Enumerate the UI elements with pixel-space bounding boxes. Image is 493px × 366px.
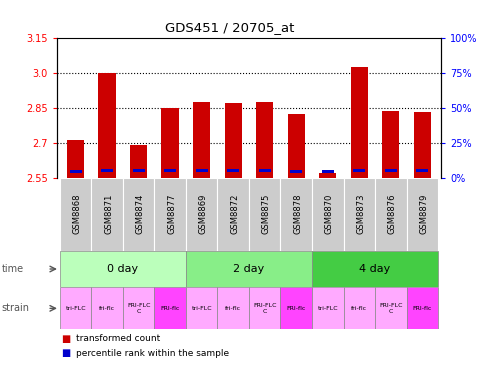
Text: FRI-FLC
C: FRI-FLC C	[379, 303, 403, 314]
Bar	[385, 169, 397, 172]
Text: strain: strain	[1, 303, 30, 313]
Bar	[256, 102, 274, 178]
Bar	[154, 287, 186, 329]
Text: 0 day: 0 day	[107, 264, 139, 274]
Bar	[123, 178, 154, 251]
Text: GSM8876: GSM8876	[388, 194, 397, 234]
Bar	[91, 178, 123, 251]
Bar	[67, 141, 84, 178]
Bar	[407, 178, 438, 251]
Bar	[193, 102, 211, 178]
Text: time: time	[1, 264, 24, 274]
Bar	[407, 287, 438, 329]
Bar	[375, 178, 407, 251]
Bar	[99, 73, 116, 178]
Text: tri-FLC: tri-FLC	[191, 306, 212, 311]
Text: GSM8872: GSM8872	[230, 194, 239, 234]
Bar	[60, 287, 91, 329]
Bar	[344, 287, 375, 329]
Bar	[312, 178, 344, 251]
Bar	[154, 178, 186, 251]
Text: FRI-flc: FRI-flc	[286, 306, 306, 311]
Text: ■: ■	[62, 348, 71, 358]
Text: GSM8878: GSM8878	[293, 194, 302, 234]
Bar	[414, 112, 431, 178]
Text: 2 day: 2 day	[233, 264, 265, 274]
Text: GSM8868: GSM8868	[72, 194, 82, 234]
Bar	[162, 108, 179, 178]
Text: FRI-flc: FRI-flc	[161, 306, 180, 311]
Text: FRI-FLC
C: FRI-FLC C	[253, 303, 277, 314]
Text: GSM8875: GSM8875	[262, 194, 271, 234]
Bar	[287, 115, 305, 178]
Bar	[322, 170, 334, 173]
Bar	[249, 178, 281, 251]
Bar	[290, 170, 302, 173]
Bar	[60, 251, 186, 287]
Bar	[281, 287, 312, 329]
Text: fri-flc: fri-flc	[225, 306, 241, 311]
Bar	[344, 178, 375, 251]
Text: transformed count: transformed count	[76, 334, 161, 343]
Bar	[351, 67, 368, 178]
Bar	[123, 287, 154, 329]
Text: FRI-flc: FRI-flc	[413, 306, 432, 311]
Text: FRI-FLC
C: FRI-FLC C	[127, 303, 150, 314]
Text: GSM8871: GSM8871	[104, 194, 113, 234]
Bar	[224, 103, 242, 178]
Text: GSM8874: GSM8874	[136, 194, 145, 234]
Bar	[186, 287, 217, 329]
Text: 4 day: 4 day	[359, 264, 390, 274]
Text: fri-flc: fri-flc	[99, 306, 115, 311]
Bar	[70, 170, 82, 173]
Bar	[312, 287, 344, 329]
Bar	[319, 173, 336, 178]
Bar	[281, 178, 312, 251]
Text: percentile rank within the sample: percentile rank within the sample	[76, 349, 230, 358]
Text: GSM8877: GSM8877	[167, 194, 176, 234]
Bar	[416, 169, 428, 172]
Text: fri-flc: fri-flc	[351, 306, 367, 311]
Text: tri-FLC: tri-FLC	[317, 306, 338, 311]
Bar	[375, 287, 407, 329]
Text: tri-FLC: tri-FLC	[65, 306, 86, 311]
Text: GSM8873: GSM8873	[356, 194, 365, 234]
Bar	[249, 287, 281, 329]
Text: GSM8869: GSM8869	[199, 194, 208, 234]
Bar	[196, 169, 208, 172]
Bar	[217, 287, 249, 329]
Bar	[164, 169, 176, 172]
Text: GSM8870: GSM8870	[325, 194, 334, 234]
Bar	[101, 169, 113, 172]
Bar	[312, 251, 438, 287]
Bar	[353, 169, 365, 172]
Bar	[186, 178, 217, 251]
Bar	[227, 169, 239, 172]
Bar	[60, 178, 91, 251]
Bar	[382, 111, 399, 178]
Text: GSM8879: GSM8879	[420, 194, 428, 234]
Bar	[186, 251, 312, 287]
Bar	[91, 287, 123, 329]
Title: GDS451 / 20705_at: GDS451 / 20705_at	[165, 22, 294, 34]
Bar	[259, 169, 271, 172]
Bar	[217, 178, 249, 251]
Bar	[130, 145, 147, 178]
Text: ■: ■	[62, 333, 71, 344]
Bar	[133, 169, 145, 172]
